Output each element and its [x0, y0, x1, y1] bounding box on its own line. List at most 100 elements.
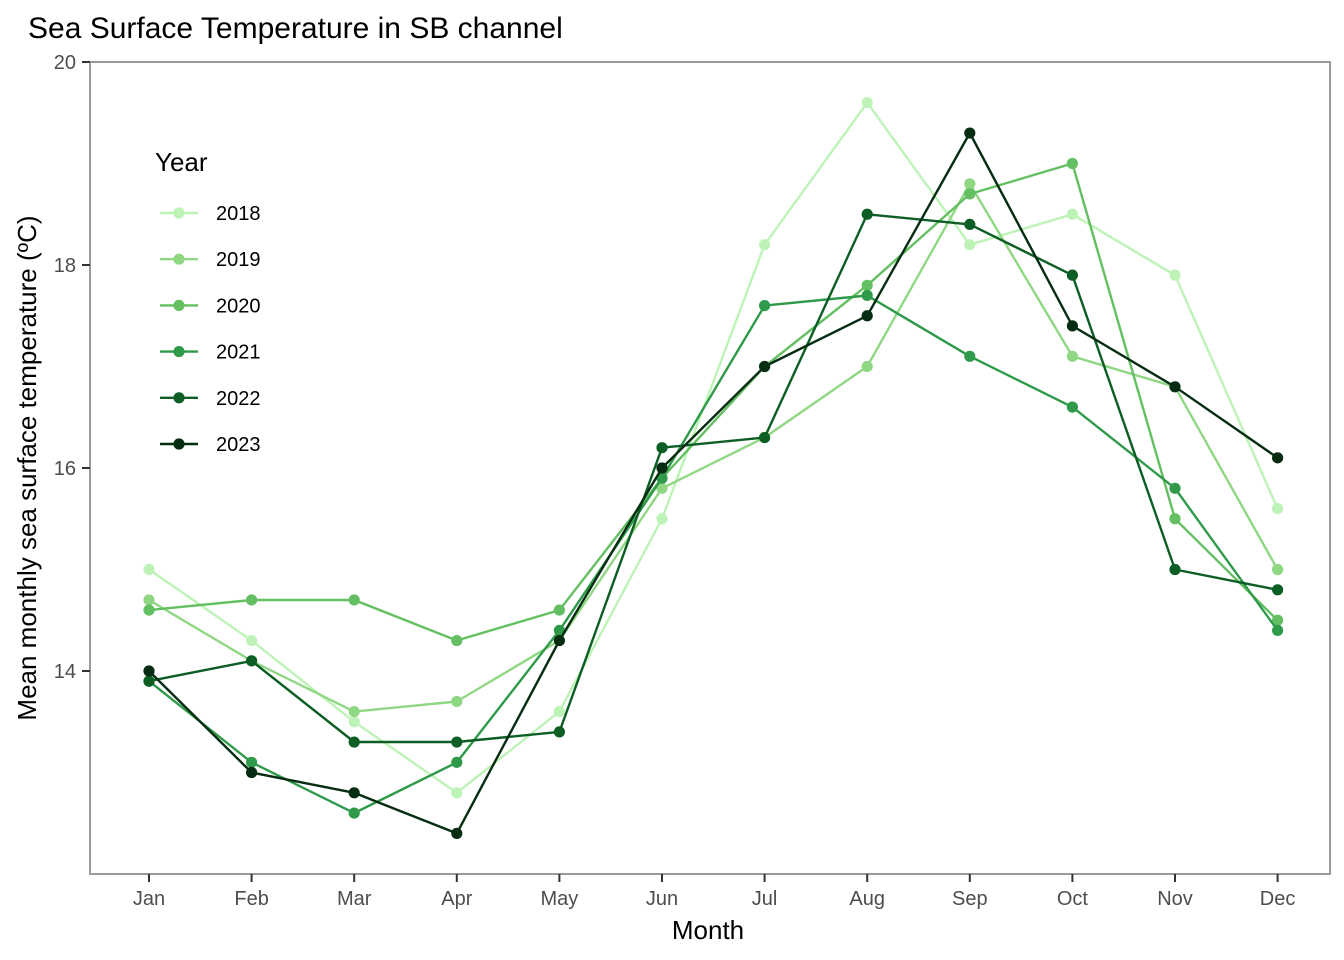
data-point-2023-Mar — [348, 787, 360, 799]
data-point-2023-May — [553, 634, 566, 647]
data-point-2022-Apr — [451, 736, 463, 748]
data-point-2019-Jan — [143, 594, 155, 606]
x-axis-title: Month — [672, 915, 744, 945]
legend-item-2018: 2018 — [160, 203, 261, 225]
plot-panel-border — [89, 61, 1331, 875]
data-point-2020-Jan — [143, 604, 155, 616]
data-point-2019-Aug — [861, 360, 873, 373]
y-tick-label: 18 — [54, 255, 76, 277]
x-tick-label: May — [541, 888, 579, 910]
data-point-2022-Sep — [964, 218, 976, 230]
data-point-2021-Apr — [451, 756, 463, 768]
legend-label: 2021 — [216, 342, 261, 364]
data-point-2021-May — [553, 624, 566, 637]
data-point-2018-Feb — [246, 634, 258, 647]
y-tick-label: 20 — [54, 52, 76, 74]
data-point-2020-Dec — [1272, 614, 1284, 626]
data-point-2020-Oct — [1066, 157, 1078, 170]
data-point-2018-Dec — [1272, 503, 1284, 515]
series-2023 — [143, 127, 1284, 840]
legend-item-2021: 2021 — [160, 342, 261, 364]
legend-label: 2020 — [216, 295, 261, 317]
x-tick-label: Jul — [752, 888, 778, 910]
legend-item-2019: 2019 — [160, 249, 261, 271]
legend-label: 2023 — [216, 434, 261, 456]
series-line-2023 — [148, 131, 1279, 835]
data-point-2022-Feb — [246, 655, 258, 667]
plot-panel — [89, 61, 1331, 875]
series-line-2020 — [148, 162, 1279, 642]
data-point-2020-Aug — [861, 279, 873, 291]
data-point-2019-Sep — [964, 178, 976, 190]
data-point-2023-Jul — [759, 360, 771, 373]
series-2021 — [143, 289, 1284, 819]
data-point-2023-Feb — [246, 766, 258, 779]
series-2022 — [143, 208, 1284, 748]
series-line-2021 — [148, 294, 1279, 815]
series-2019 — [143, 178, 1284, 718]
legend-key-point — [173, 253, 185, 265]
data-point-2022-Jan — [143, 675, 155, 687]
series-line-2018 — [148, 101, 1279, 794]
data-point-2018-Jul — [759, 239, 771, 251]
series-line-2022 — [148, 213, 1278, 744]
legend-key-point — [173, 346, 185, 358]
y-axis: 14 16 18 20 — [54, 52, 90, 683]
data-point-2019-Jun — [656, 482, 668, 494]
data-point-2023-Dec — [1272, 452, 1284, 464]
data-point-2018-Jan — [143, 563, 155, 576]
data-point-2021-Nov — [1169, 482, 1181, 494]
data-point-2018-Sep — [964, 239, 976, 251]
data-point-2023-Jun — [656, 462, 668, 474]
data-point-2019-Oct — [1066, 350, 1078, 362]
data-point-2018-Mar — [348, 716, 360, 728]
data-point-2022-Oct — [1066, 269, 1078, 281]
legend-label: 2018 — [216, 203, 261, 225]
x-tick-label: Oct — [1057, 888, 1089, 910]
series-2020 — [143, 157, 1284, 647]
legend-key-point — [173, 299, 185, 311]
data-point-2021-Jun — [656, 472, 668, 484]
x-axis: Jan Feb Mar Apr May Jun Jul Aug Sep Oct Nov Dec — [133, 874, 1295, 910]
data-point-2021-Aug — [861, 289, 873, 302]
data-point-2022-May — [553, 726, 566, 738]
data-point-2018-Apr — [451, 787, 463, 799]
legend-key-point — [173, 392, 185, 404]
data-point-2019-Mar — [348, 706, 360, 718]
x-tick-label: Sep — [952, 888, 988, 910]
data-point-2022-Nov — [1169, 563, 1181, 576]
legend-item-2023: 2023 — [160, 434, 261, 456]
data-point-2023-Jan — [143, 665, 155, 677]
x-tick-label: Nov — [1157, 888, 1193, 910]
data-point-2021-Mar — [348, 807, 360, 819]
legend: Year 2018 2019 2020 2021 2022 2023 — [155, 147, 261, 456]
data-point-2023-Aug — [861, 310, 873, 322]
data-point-2019-Apr — [451, 695, 463, 708]
data-point-2020-Nov — [1169, 513, 1181, 525]
x-tick-label: Apr — [441, 888, 472, 910]
data-point-2020-Apr — [451, 634, 463, 647]
data-point-2020-Mar — [348, 594, 360, 606]
data-point-2021-Feb — [246, 756, 258, 768]
data-point-2020-May — [553, 604, 566, 616]
data-point-2022-Jul — [759, 431, 771, 444]
series-lines — [143, 97, 1284, 840]
data-point-2022-Jun — [656, 442, 668, 454]
series-line-2019 — [148, 182, 1279, 713]
x-tick-label: Jan — [133, 888, 165, 910]
y-tick-label: 16 — [54, 458, 76, 480]
data-point-2018-May — [553, 706, 566, 718]
legend-key-point — [173, 438, 185, 450]
chart-title: Sea Surface Temperature in SB channel — [28, 12, 563, 45]
data-point-2021-Oct — [1066, 401, 1078, 413]
data-point-2022-Aug — [861, 208, 873, 220]
data-point-2018-Oct — [1066, 208, 1078, 220]
legend-title: Year — [155, 147, 208, 177]
data-point-2020-Sep — [964, 188, 976, 200]
data-point-2021-Sep — [964, 350, 976, 362]
x-tick-label: Mar — [337, 888, 372, 910]
data-point-2023-Apr — [451, 827, 463, 840]
y-axis-title: Mean monthly sea surface temperature (ºC… — [12, 215, 42, 720]
